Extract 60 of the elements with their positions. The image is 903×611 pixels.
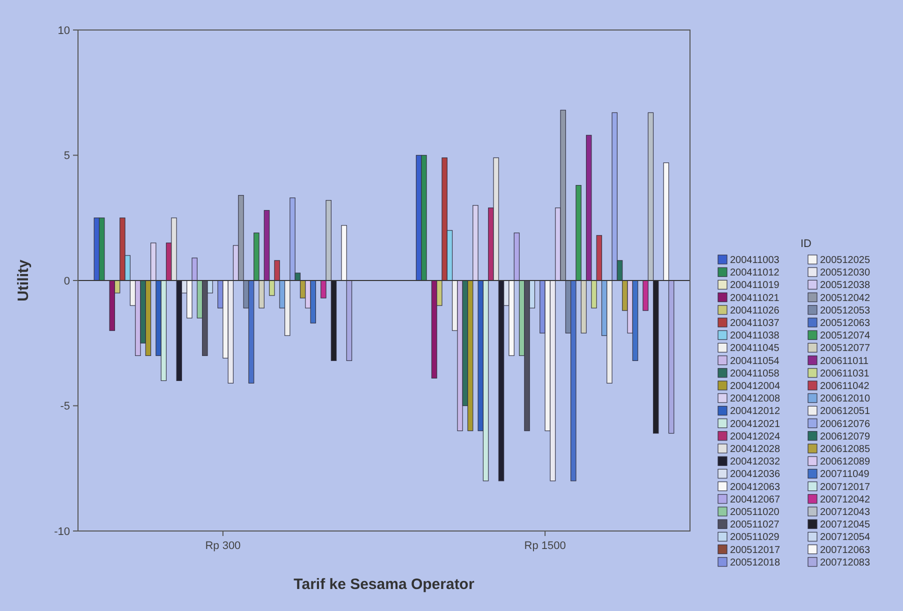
legend-label: 200611031 [820,368,870,380]
legend-label: 200412024 [730,431,780,442]
legend-label: 200612079 [820,431,870,442]
legend-label: 200412012 [730,406,780,418]
legend-title: ID [800,238,812,250]
legend-label: 200412067 [730,494,780,506]
legend-label: 200411037 [730,318,780,329]
legend-label: 200511029 [730,532,780,544]
legend-label: 200712054 [820,532,870,544]
legend-label: 200512030 [820,268,870,279]
legend-label: 200512038 [820,280,870,292]
legend-label: 200412028 [730,444,780,455]
legend-label: 200711049 [820,469,870,480]
legend-label: 200511020 [730,507,780,518]
legend-label: 200612085 [820,444,870,455]
legend-label: 200411038 [730,330,780,342]
legend-label: 200712083 [820,557,870,568]
y-tick-label: 5 [64,150,70,162]
legend-label: 200512042 [820,292,870,304]
legend-label: 200712042 [820,494,870,506]
legend-label: 200411054 [730,356,780,367]
legend-label: 200411019 [730,280,780,292]
legend-label: 200411045 [730,343,780,354]
legend-label: 200512053 [820,305,870,316]
x-tick-label: Rp 300 [205,540,241,552]
y-tick-label: -5 [60,400,70,413]
y-tick-label: 10 [58,24,70,37]
legend-label: 200611011 [820,356,870,367]
y-tick-label: 0 [64,275,70,288]
legend-label: 200712063 [820,544,870,556]
legend-label: 200512017 [730,544,780,556]
legend-label: 200512025 [820,255,870,266]
legend-label: 200712017 [820,482,870,493]
x-tick-label: Rp 1500 [524,540,566,552]
legend-label: 200511027 [730,520,780,531]
x-axis-title: Tarif ke Sesama Operator [294,576,474,593]
legend-label: 200512074 [820,330,870,342]
y-tick-label: -10 [54,526,70,538]
legend-label: 200611042 [820,381,870,392]
legend-label: 200512063 [820,318,870,329]
legend-label: 200412063 [730,482,780,493]
legend-label: 200512018 [730,557,780,568]
legend-label: 200412021 [730,418,780,430]
legend-label: 200412004 [730,381,780,392]
legend-label: 200411012 [730,268,780,279]
legend-label: 200411003 [730,255,780,266]
legend-label: 200712043 [820,507,870,518]
legend-label: 200411058 [730,368,780,380]
legend-label: 200411021 [730,292,780,304]
legend-label: 200612010 [820,394,870,405]
legend-label: 200612051 [820,406,870,418]
y-axis-title: Utility [15,259,32,302]
legend-label: 200512077 [820,343,870,354]
legend-label: 200412036 [730,469,780,480]
legend-label: 200712045 [820,520,870,531]
legend-label: 200412032 [730,456,780,468]
legend-label: 200412008 [730,394,780,405]
legend-label: 200612076 [820,418,870,430]
legend-label: 200612089 [820,456,870,468]
legend-label: 200411026 [730,305,780,316]
